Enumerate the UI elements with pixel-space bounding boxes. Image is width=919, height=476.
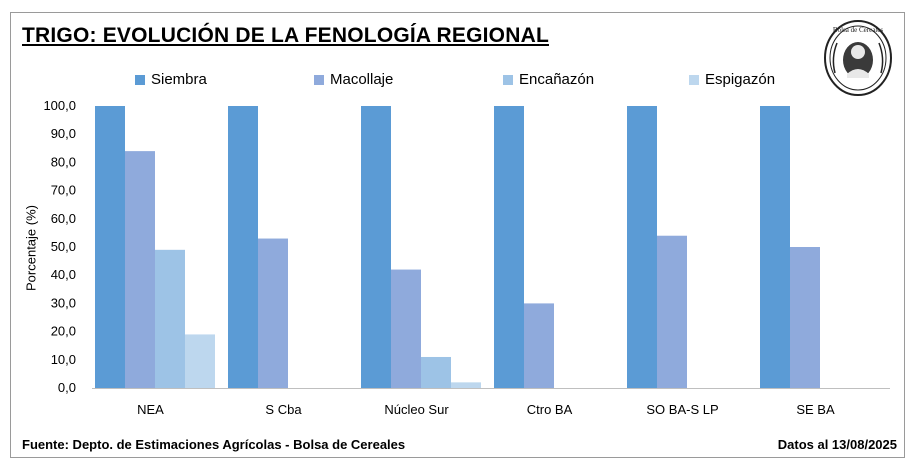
chart-legend: Siembra Macollaje Encañazón Espigazón	[0, 71, 919, 91]
bar-espigaz-n-0	[185, 334, 215, 388]
x-tick-label: Núcleo Sur	[384, 402, 449, 417]
bar-macollaje-4	[657, 235, 687, 388]
y-tick-label: 30,0	[51, 295, 76, 310]
y-tick-label: 10,0	[51, 352, 76, 367]
bar-siembra-5	[760, 106, 790, 388]
y-tick-label: 0,0	[58, 380, 76, 395]
y-tick-label: 50,0	[51, 239, 76, 254]
bar-siembra-4	[627, 106, 657, 388]
bar-macollaje-5	[790, 247, 820, 388]
bar-siembra-3	[494, 106, 524, 388]
x-tick-label: Ctro BA	[527, 402, 573, 417]
y-tick-label: 60,0	[51, 211, 76, 226]
x-tick-label: NEA	[137, 402, 164, 417]
y-tick-label: 80,0	[51, 154, 76, 169]
legend-swatch-macollaje	[314, 74, 324, 85]
legend-label-macollaje: Macollaje	[330, 71, 394, 88]
legend-swatch-encanazon	[503, 74, 513, 85]
bar-siembra-1	[228, 106, 258, 388]
svg-text:Bolsa de Cereales: Bolsa de Cereales	[833, 26, 883, 34]
bar-macollaje-1	[258, 238, 288, 388]
legend-label-espigazon: Espigazón	[705, 71, 776, 88]
y-tick-label: 20,0	[51, 324, 76, 339]
bar-siembra-2	[361, 106, 391, 388]
legend-label-siembra: Siembra	[151, 71, 207, 88]
bar-enca-az-n-0	[155, 249, 185, 388]
x-tick-label: SE BA	[796, 402, 835, 417]
legend-label-encanazon: Encañazón	[519, 71, 595, 88]
y-tick-label: 40,0	[51, 267, 76, 282]
legend-item-espigazon: Espigazón	[689, 71, 775, 88]
bar-macollaje-3	[524, 303, 554, 388]
x-tick-label: S Cba	[265, 402, 302, 417]
legend-item-macollaje: Macollaje	[314, 71, 393, 88]
bar-macollaje-0	[125, 151, 155, 388]
bar-macollaje-2	[391, 269, 421, 388]
chart-title: TRIGO: EVOLUCIÓN DE LA FENOLOGÍA REGIONA…	[22, 24, 549, 47]
legend-item-encanazon: Encañazón	[503, 71, 594, 88]
legend-item-siembra: Siembra	[135, 71, 207, 88]
bar-siembra-0	[95, 106, 125, 388]
y-tick-label: 100,0	[43, 98, 76, 113]
y-tick-label: 90,0	[51, 126, 76, 141]
footer-source: Fuente: Depto. de Estimaciones Agrícolas…	[22, 437, 406, 452]
bolsa-de-cereales-logo-icon: Bolsa de Cereales	[824, 20, 892, 96]
legend-swatch-espigazon	[689, 74, 699, 85]
x-tick-label: SO BA-S LP	[646, 402, 718, 417]
y-tick-label: 70,0	[51, 183, 76, 198]
footer-date: Datos al 13/08/2025	[777, 437, 897, 452]
legend-swatch-siembra	[135, 74, 145, 85]
bar-espigaz-n-2	[451, 382, 481, 388]
bar-enca-az-n-2	[421, 356, 451, 388]
